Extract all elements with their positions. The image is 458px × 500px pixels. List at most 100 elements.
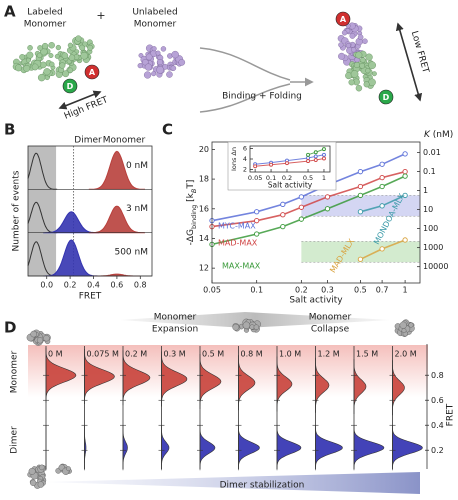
data-point xyxy=(313,150,318,155)
y-tick-label: 0.6 xyxy=(431,396,444,405)
y-axis-label-part: binding xyxy=(190,205,198,229)
protein-bead xyxy=(368,61,376,70)
x-tick-label: 1 xyxy=(322,174,326,182)
data-point xyxy=(357,209,364,215)
protein-bead xyxy=(48,53,54,58)
data-point xyxy=(306,152,310,157)
protein-bead xyxy=(26,51,34,59)
y-tick-label: 4 xyxy=(243,155,247,163)
dye-label: A xyxy=(340,15,347,24)
protein-bead xyxy=(37,45,43,51)
panel-label: A xyxy=(4,3,16,21)
dye xyxy=(84,64,100,80)
protein-bead xyxy=(43,68,51,76)
protein-bead xyxy=(49,61,55,68)
protein-bead xyxy=(363,81,370,88)
protein-bead xyxy=(29,479,37,486)
protein-bead xyxy=(36,337,44,344)
top-label: Monomer xyxy=(309,313,352,323)
series-line xyxy=(211,170,406,228)
x-tick-label: 0.05 xyxy=(203,286,221,295)
y-tick-label: 6 xyxy=(243,145,247,153)
data-point xyxy=(254,209,260,215)
category-label: 1.0 M xyxy=(279,350,301,359)
protein-bead xyxy=(37,73,46,82)
caption: Monomer xyxy=(24,20,67,30)
category-label: 0.8 M xyxy=(241,350,263,359)
y2-tick-label: 0.01 xyxy=(423,148,441,157)
data-point xyxy=(298,216,305,222)
merge-arrow xyxy=(199,47,291,81)
protein-bead xyxy=(87,44,94,51)
plus: + xyxy=(96,9,105,22)
protein-bead xyxy=(30,330,37,338)
data-point xyxy=(253,164,258,169)
x-tick-label: 0.8 xyxy=(134,281,147,290)
protein-bead xyxy=(43,334,50,342)
protein-bead xyxy=(38,464,45,471)
protein-bead xyxy=(151,71,157,77)
protein-bead xyxy=(349,32,356,39)
x-tick-label: 1 xyxy=(403,286,408,295)
protein-bead xyxy=(156,59,164,66)
series-line xyxy=(211,175,406,246)
protein-bead xyxy=(145,53,153,61)
y-axis-label: -ΔGbinding [kBT] xyxy=(186,180,199,246)
y-tick-label: 12 xyxy=(199,264,209,273)
category-label: 0 M xyxy=(48,350,63,359)
x-tick-label: 0.5 xyxy=(303,174,313,182)
x-axis-label: Salt activity xyxy=(289,295,343,305)
y-axis-label-part: B xyxy=(190,188,198,193)
protein-bead xyxy=(143,71,152,79)
protein-bead xyxy=(67,67,74,74)
data-point xyxy=(402,169,408,175)
data-point xyxy=(269,162,274,167)
data-point xyxy=(306,159,310,164)
protein-bead xyxy=(178,59,186,66)
protein-bead xyxy=(357,34,364,40)
protein-bead xyxy=(365,53,373,61)
x-tick-label: 0.1 xyxy=(250,286,263,295)
y2-tick-label: 100 xyxy=(423,224,438,233)
peak xyxy=(392,425,423,471)
protein-bead xyxy=(31,63,39,71)
y2-axis-label-part: K xyxy=(424,130,431,140)
data-point xyxy=(357,256,364,262)
dye xyxy=(335,11,351,27)
peak xyxy=(88,150,145,190)
series-line xyxy=(211,153,406,222)
y2-tick-label: 10 xyxy=(423,205,433,214)
x-tick-label: 0.3 xyxy=(321,286,334,295)
data-point xyxy=(324,194,331,200)
data-point xyxy=(379,174,385,181)
panel-label: B xyxy=(4,121,15,139)
y2-tick-label: 10000 xyxy=(423,262,448,271)
y-axis-label-part: T] xyxy=(186,180,196,190)
protein-bead xyxy=(365,68,371,74)
protein-bead xyxy=(359,62,366,69)
data-point xyxy=(306,156,310,160)
y-tick-label: 18 xyxy=(199,175,209,184)
peak xyxy=(353,425,385,471)
protein-bead xyxy=(137,63,143,69)
data-point xyxy=(254,218,260,224)
y2-axis-label-part: (nM) xyxy=(430,130,453,140)
y-axis-label: FRET xyxy=(446,403,456,426)
row-label: 500 nM xyxy=(114,248,148,258)
protein-bead xyxy=(59,62,66,69)
decoration xyxy=(12,22,415,489)
expansion-wedge xyxy=(120,312,390,328)
x-axis-label: FRET xyxy=(79,292,102,302)
protein-bead xyxy=(155,50,161,56)
protein-bead xyxy=(15,64,23,72)
protein-bead xyxy=(54,53,60,59)
protein-bead xyxy=(338,52,346,60)
data-point xyxy=(379,183,385,190)
protein-bead xyxy=(41,42,49,50)
peak xyxy=(45,347,77,403)
distance-arrow xyxy=(395,22,423,102)
row-label: Monomer xyxy=(10,350,20,393)
category-label: 0.075 M xyxy=(87,350,119,359)
merge-arrow xyxy=(199,83,291,113)
x-tick-label: 0.05 xyxy=(248,174,262,182)
